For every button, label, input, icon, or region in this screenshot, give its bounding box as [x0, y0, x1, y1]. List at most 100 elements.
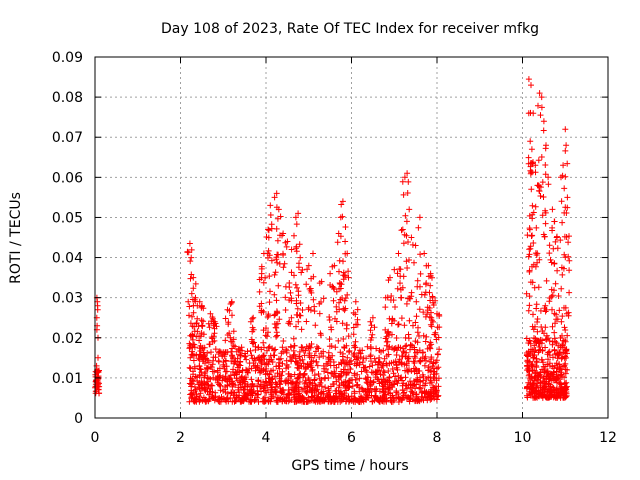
- data-point: [533, 355, 540, 362]
- data-point: [423, 376, 430, 382]
- data-point: [410, 390, 417, 397]
- data-point: [236, 392, 243, 399]
- data-point: [202, 381, 209, 388]
- data-point: [318, 299, 324, 305]
- data-point: [394, 270, 401, 277]
- data-point: [194, 315, 201, 322]
- data-point: [542, 324, 549, 331]
- data-point: [562, 173, 569, 180]
- data-point: [414, 277, 421, 284]
- data-point: [282, 307, 289, 313]
- data-point: [295, 210, 302, 217]
- data-point: [395, 321, 401, 328]
- data-point: [255, 391, 262, 398]
- data-point: [226, 307, 233, 314]
- data-point: [366, 363, 373, 370]
- data-point: [390, 381, 397, 388]
- data-point: [535, 349, 542, 356]
- data-point: [404, 170, 411, 177]
- data-point: [387, 394, 394, 401]
- data-point: [230, 366, 237, 373]
- data-point: [552, 238, 559, 245]
- data-point: [335, 337, 342, 344]
- data-point: [315, 371, 322, 377]
- data-point: [311, 308, 318, 315]
- data-point: [271, 347, 277, 354]
- data-point: [359, 359, 366, 366]
- data-point: [267, 202, 274, 209]
- data-point: [228, 299, 235, 306]
- data-point: [313, 359, 320, 365]
- data-point: [526, 371, 533, 378]
- data-point: [216, 348, 223, 355]
- data-point: [369, 362, 376, 369]
- data-point: [432, 329, 439, 336]
- data-point: [412, 365, 419, 372]
- data-point: [206, 386, 213, 392]
- data-point: [300, 372, 307, 379]
- data-point: [524, 392, 530, 399]
- data-point: [229, 355, 236, 362]
- data-point: [96, 383, 103, 390]
- data-point: [527, 350, 534, 357]
- data-point: [262, 332, 269, 339]
- data-point: [288, 295, 295, 302]
- data-point: [316, 310, 323, 317]
- data-point: [562, 254, 569, 261]
- data-point: [426, 342, 433, 349]
- data-point: [287, 353, 293, 360]
- data-point: [275, 206, 282, 213]
- data-point: [409, 241, 416, 248]
- data-point: [395, 399, 402, 405]
- data-point: [346, 361, 353, 368]
- data-point: [368, 322, 375, 329]
- data-point: [299, 307, 306, 313]
- data-point: [190, 309, 197, 316]
- data-point: [273, 190, 280, 197]
- data-point: [283, 349, 290, 356]
- data-point: [235, 361, 242, 368]
- data-point: [370, 379, 377, 386]
- data-point: [276, 380, 283, 387]
- data-point: [536, 344, 543, 350]
- data-point: [309, 366, 316, 373]
- data-point: [428, 392, 435, 399]
- data-point: [532, 203, 539, 210]
- data-point: [408, 289, 415, 296]
- data-point: [316, 354, 323, 361]
- data-point: [234, 364, 241, 371]
- data-point: [397, 266, 404, 273]
- data-point: [340, 258, 346, 265]
- data-point: [200, 356, 207, 363]
- data-point: [95, 354, 101, 361]
- data-point: [525, 359, 532, 366]
- data-point: [211, 330, 218, 337]
- data-point: [389, 331, 395, 338]
- data-point: [267, 352, 274, 359]
- data-point: [276, 316, 283, 323]
- x-tick-label: 12: [599, 430, 617, 446]
- data-point: [402, 212, 409, 219]
- data-point: [529, 363, 536, 370]
- data-point: [188, 246, 195, 253]
- data-point: [256, 288, 263, 295]
- data-point: [555, 352, 562, 359]
- data-point: [395, 321, 402, 328]
- data-point: [532, 162, 539, 169]
- data-point: [215, 351, 222, 357]
- data-point: [538, 340, 545, 347]
- data-point: [562, 392, 569, 399]
- data-point: [548, 392, 555, 399]
- data-point: [208, 349, 214, 356]
- data-point: [204, 365, 211, 372]
- data-point: [93, 378, 100, 385]
- data-point: [552, 320, 558, 327]
- data-point: [189, 351, 196, 358]
- data-point: [382, 378, 388, 385]
- data-point: [320, 390, 327, 397]
- data-point: [406, 257, 412, 263]
- data-point: [397, 280, 403, 287]
- data-point: [231, 395, 238, 401]
- data-point: [191, 328, 198, 335]
- data-point: [351, 370, 358, 377]
